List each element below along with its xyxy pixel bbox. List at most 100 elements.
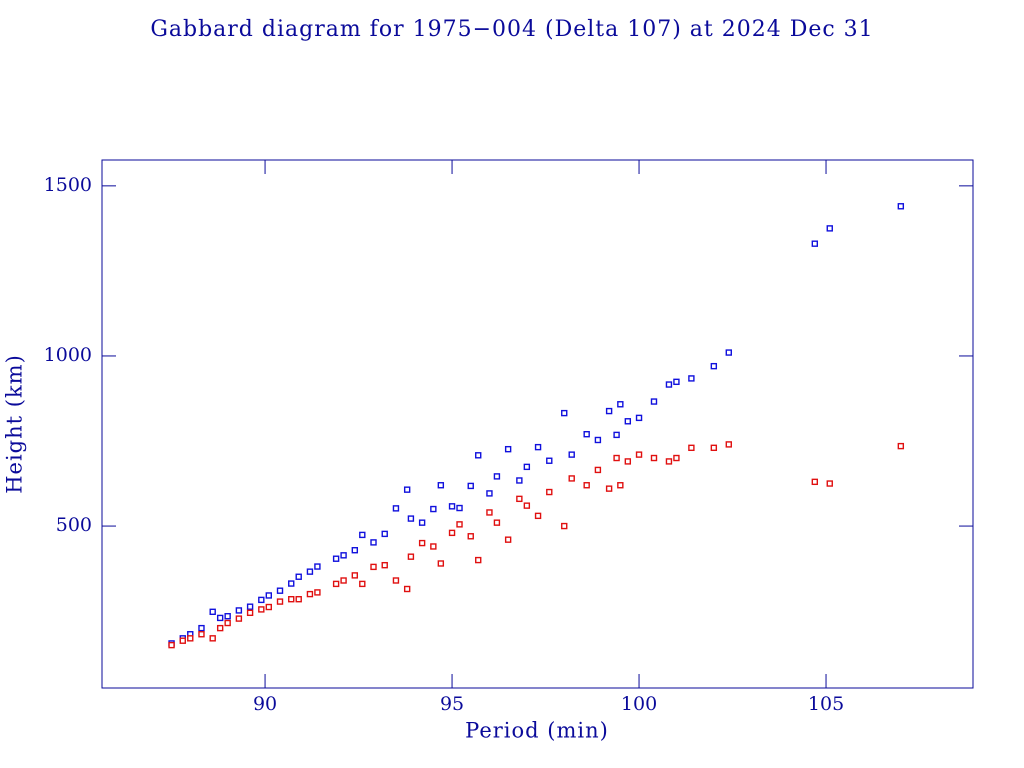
point <box>605 407 613 415</box>
point <box>295 596 302 603</box>
point <box>179 637 186 644</box>
point <box>617 482 624 489</box>
point <box>224 613 231 620</box>
point <box>493 473 501 480</box>
y-tick-label: 500 <box>56 514 92 536</box>
point <box>811 240 819 247</box>
point <box>486 490 493 497</box>
point <box>430 505 437 513</box>
point <box>168 641 175 649</box>
chart-title: Gabbard diagram for 1975−004 (Delta 107)… <box>150 17 873 42</box>
point <box>467 482 474 490</box>
point <box>332 580 340 588</box>
point <box>523 502 531 509</box>
x-tick-label: 105 <box>808 693 844 715</box>
point <box>258 596 265 604</box>
point <box>246 603 254 610</box>
point <box>504 536 512 543</box>
point <box>216 614 224 622</box>
point <box>216 624 224 632</box>
point <box>295 573 302 580</box>
point <box>407 553 415 560</box>
y-axis-title: Height (km) <box>3 354 27 494</box>
point <box>351 572 359 579</box>
point <box>605 485 613 492</box>
point <box>504 445 512 453</box>
point <box>306 590 314 598</box>
point <box>613 454 620 462</box>
plot-frame <box>101 159 974 689</box>
point <box>314 589 321 596</box>
point <box>276 598 284 605</box>
point <box>381 530 388 538</box>
point <box>340 577 347 584</box>
point <box>688 444 695 452</box>
point <box>381 561 388 569</box>
point <box>187 635 194 642</box>
point <box>523 463 531 471</box>
point <box>650 454 658 462</box>
point <box>437 560 445 567</box>
y-tick-label: 1000 <box>44 344 92 366</box>
point <box>617 401 624 408</box>
point <box>198 631 205 638</box>
point <box>332 555 340 562</box>
point <box>475 452 482 459</box>
point <box>493 519 501 526</box>
point <box>403 486 411 493</box>
x-tick-label: 95 <box>440 693 464 715</box>
point <box>209 608 216 615</box>
point <box>561 409 568 417</box>
point <box>418 519 426 526</box>
point <box>235 607 243 614</box>
point <box>306 568 314 575</box>
point <box>710 362 718 370</box>
point <box>258 606 265 613</box>
point <box>688 375 695 382</box>
point <box>340 552 347 559</box>
point <box>418 539 426 547</box>
point <box>359 580 366 588</box>
point <box>826 225 833 232</box>
x-tick-label: 100 <box>621 693 657 715</box>
point <box>594 436 602 444</box>
point <box>314 563 321 570</box>
point <box>209 635 216 642</box>
point <box>673 454 680 462</box>
point <box>710 444 718 452</box>
point <box>583 431 590 438</box>
point <box>392 577 400 584</box>
point <box>359 531 366 539</box>
point <box>568 451 575 458</box>
point <box>811 478 819 486</box>
point <box>568 475 575 482</box>
point <box>613 431 620 439</box>
point <box>635 451 643 458</box>
point <box>351 547 359 554</box>
point <box>392 505 400 512</box>
point <box>624 418 632 425</box>
point <box>276 587 284 594</box>
point <box>265 603 272 611</box>
x-tick-label: 90 <box>253 693 277 715</box>
point <box>456 504 463 512</box>
point <box>370 563 377 571</box>
x-axis-title: Period (min) <box>465 719 609 743</box>
point <box>486 509 493 516</box>
point <box>583 482 590 489</box>
point <box>897 203 905 210</box>
point <box>437 482 445 489</box>
point <box>826 480 833 487</box>
point <box>624 458 632 465</box>
point <box>407 515 415 522</box>
point <box>288 580 295 587</box>
point <box>467 533 474 540</box>
point <box>198 624 205 632</box>
point <box>897 442 905 450</box>
point <box>448 503 456 510</box>
point <box>534 512 542 520</box>
point <box>650 398 658 405</box>
point <box>665 381 673 388</box>
